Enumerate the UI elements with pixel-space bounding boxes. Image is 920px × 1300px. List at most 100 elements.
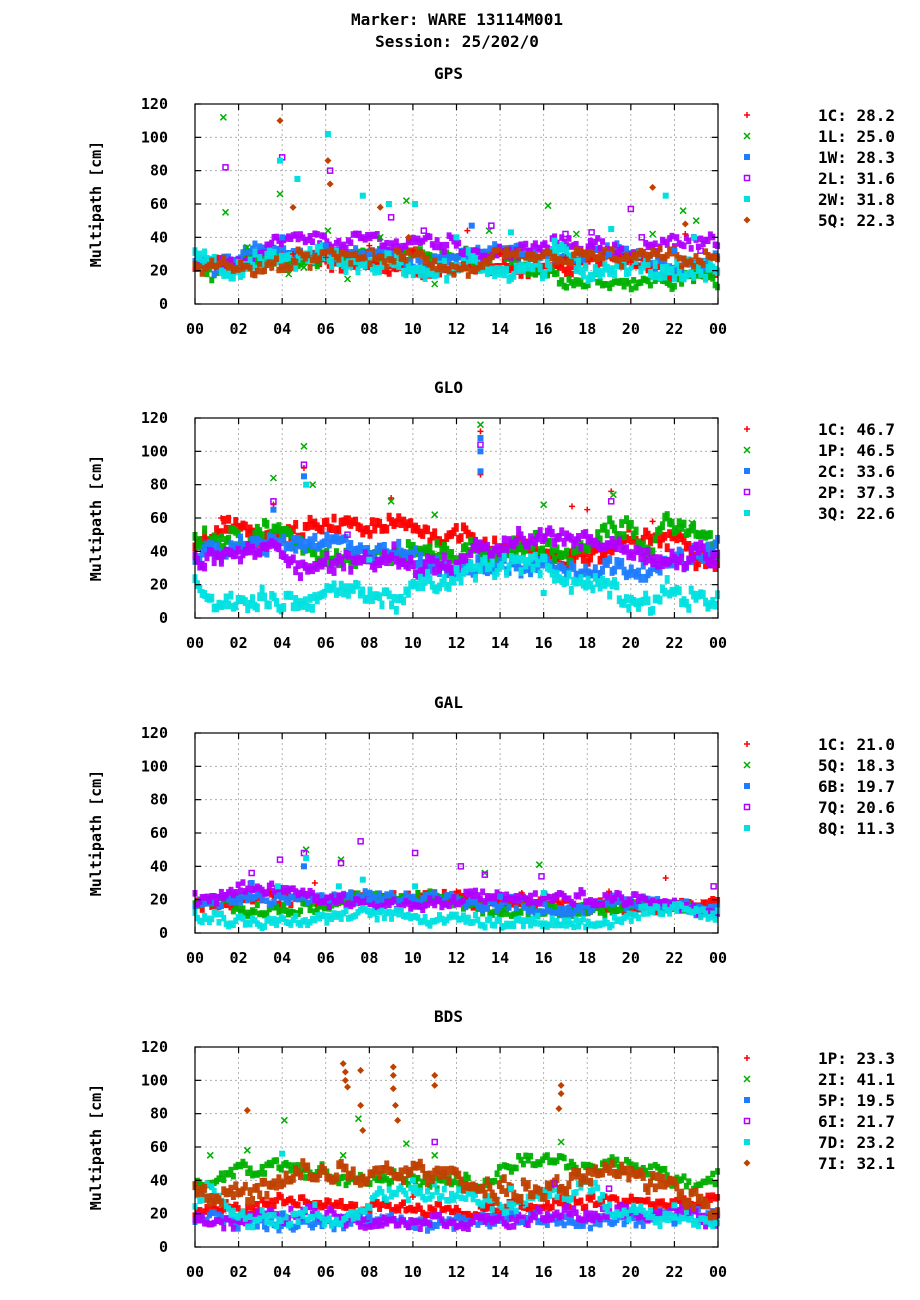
cloud-mark (410, 269, 416, 279)
cloud-mark (499, 561, 505, 570)
cloud-mark (230, 1207, 236, 1215)
cloud-mark (475, 554, 481, 564)
cloud-mark (425, 1188, 431, 1195)
cloud-mark (333, 548, 339, 557)
cloud-mark (413, 545, 419, 555)
cloud-mark (372, 910, 378, 917)
cloud-mark (432, 243, 438, 251)
cloud-mark (269, 880, 275, 888)
cloud-mark (360, 555, 366, 564)
cloud-mark (420, 252, 426, 259)
cloud-mark (223, 593, 229, 603)
cloud-mark (437, 1211, 443, 1219)
cloud-mark (331, 250, 337, 257)
cloud-mark (377, 1217, 383, 1224)
cloud-mark (564, 910, 570, 917)
cloud-mark (542, 270, 548, 279)
cloud-mark (578, 574, 584, 584)
cloud-mark (348, 260, 354, 267)
cloud-mark (300, 1194, 306, 1201)
cloud-mark (676, 267, 682, 277)
data-point (540, 501, 548, 509)
cloud-mark (324, 531, 330, 541)
cloud-mark (274, 921, 280, 928)
cloud-mark (285, 899, 291, 906)
cloud-mark (372, 1218, 378, 1225)
cloud-mark (417, 1205, 423, 1212)
cloud-mark (425, 569, 431, 578)
cloud-mark (417, 258, 423, 266)
x-tick-label: 02 (230, 634, 248, 652)
cloud-mark (472, 887, 478, 895)
cloud-mark (465, 1225, 471, 1232)
cloud-mark (631, 552, 637, 561)
series-1C (202, 428, 656, 541)
data-point (627, 205, 635, 213)
cloud-mark (242, 244, 248, 252)
cloud-mark (626, 1197, 632, 1205)
cloud-mark (204, 893, 210, 901)
cloud-mark (199, 1196, 205, 1204)
cloud-mark (283, 262, 289, 269)
x-tick-label: 22 (665, 320, 683, 338)
cloud-mark (484, 905, 490, 912)
cloud-mark (468, 1190, 474, 1197)
cloud-mark (259, 1206, 265, 1214)
cloud-mark (492, 241, 498, 248)
cloud-mark (218, 888, 224, 896)
cloud-mark (393, 1190, 399, 1198)
cloud-mark (513, 1164, 519, 1172)
cloud-mark (698, 235, 704, 243)
cloud-mark (403, 242, 409, 250)
legend-label: 2P: 37.3 (818, 483, 895, 502)
cloud-mark (667, 1206, 673, 1214)
cloud-mark (417, 898, 423, 906)
cloud-mark (362, 549, 368, 559)
cloud-mark (525, 899, 531, 907)
cloud-mark (257, 1215, 263, 1222)
cloud-mark (463, 903, 469, 911)
cloud-mark (460, 251, 466, 259)
cloud-mark (576, 257, 582, 267)
cloud-mark (482, 252, 488, 260)
data-point (518, 890, 525, 896)
cloud-mark (353, 1209, 359, 1216)
cloud-mark (252, 240, 258, 248)
cloud-mark (197, 1216, 203, 1224)
cloud-mark (408, 905, 414, 912)
cloud-mark (262, 267, 268, 275)
cloud-mark (643, 556, 649, 566)
cloud-mark (580, 1216, 586, 1224)
cloud-mark (628, 564, 634, 574)
cloud-mark (338, 555, 344, 565)
cloud-mark (309, 1210, 315, 1218)
cloud-mark (228, 886, 234, 894)
cloud-mark (345, 550, 351, 560)
cloud-mark (226, 514, 232, 524)
y-tick-label: 20 (150, 576, 168, 594)
data-point (497, 251, 504, 257)
cloud-mark (218, 533, 224, 543)
cloud-mark (552, 921, 558, 929)
cloud-mark (379, 1221, 385, 1229)
cloud-mark (389, 600, 395, 610)
cloud-mark (616, 890, 622, 898)
cloud-mark (367, 911, 373, 919)
cloud-mark (242, 893, 248, 900)
cloud-mark (240, 249, 246, 256)
cloud-mark (566, 235, 572, 242)
figure-title-line1: Marker: WARE 13114M001 (351, 10, 563, 29)
data-point (344, 521, 351, 528)
legend-marker (744, 741, 750, 747)
axis-ticks: 00 02 04 06 08 10 12 14 16 18 20 22 0002040608010012… (141, 724, 727, 967)
cloud-mark (309, 1213, 315, 1221)
cloud-mark (465, 246, 471, 256)
cloud-mark (293, 912, 299, 920)
cloud-mark (511, 270, 517, 280)
cloud-mark (662, 587, 668, 597)
y-tick-label: 100 (141, 757, 168, 775)
cloud-mark (278, 1193, 284, 1201)
cloud-mark (218, 1218, 224, 1226)
cloud-mark (396, 261, 402, 271)
